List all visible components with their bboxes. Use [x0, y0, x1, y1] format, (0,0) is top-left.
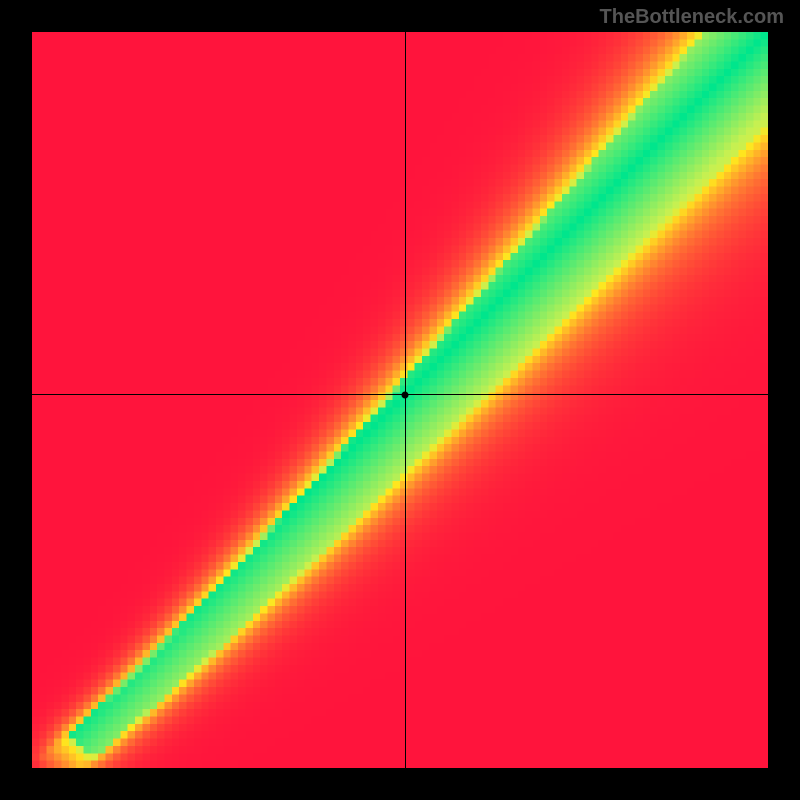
crosshair-marker: [402, 391, 409, 398]
crosshair-vertical: [405, 32, 406, 768]
crosshair-horizontal: [32, 394, 768, 395]
heatmap-canvas: [32, 32, 768, 768]
chart-container: { "chart": { "type": "heatmap", "image_w…: [0, 0, 800, 800]
watermark-text: TheBottleneck.com: [600, 6, 784, 29]
plot-area: [32, 32, 768, 768]
